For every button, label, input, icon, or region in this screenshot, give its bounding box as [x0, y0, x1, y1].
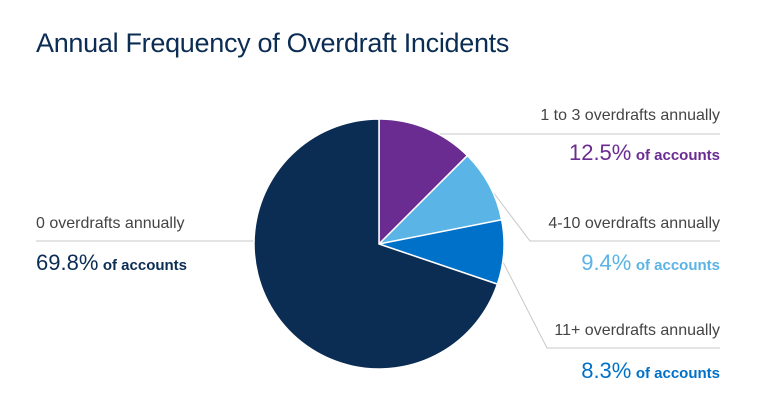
pct-1-3: 12.5% [568, 140, 632, 165]
pie-slice-0 [378, 118, 469, 246]
leader-line-4-10 [492, 191, 720, 242]
label-11plus: 11+ overdrafts annually [554, 322, 720, 339]
pie-slice-3 [253, 118, 499, 370]
value-4-10: 9.4% of accounts [581, 250, 720, 276]
value-1-3: 12.5% of accounts [569, 140, 720, 166]
value-0: 69.8% of accounts [36, 250, 187, 276]
suffix-11plus: of accounts [635, 365, 720, 382]
pct-4-10: 9.4% [581, 250, 632, 275]
label-0: 0 overdrafts annually [36, 215, 185, 232]
suffix-0: of accounts [102, 257, 188, 274]
label-4-10: 4-10 overdrafts annually [548, 215, 720, 232]
suffix-4-10: of accounts [635, 257, 720, 274]
suffix-1-3: of accounts [635, 147, 720, 164]
pct-11plus: 8.3% [581, 358, 632, 383]
pct-0: 69.8% [36, 250, 99, 275]
label-1-3: 1 to 3 overdrafts annually [540, 107, 720, 124]
value-11plus: 8.3% of accounts [581, 358, 720, 384]
chart-title: Annual Frequency of Overdraft Incidents [36, 28, 510, 58]
leader-line-11plus [502, 261, 720, 349]
